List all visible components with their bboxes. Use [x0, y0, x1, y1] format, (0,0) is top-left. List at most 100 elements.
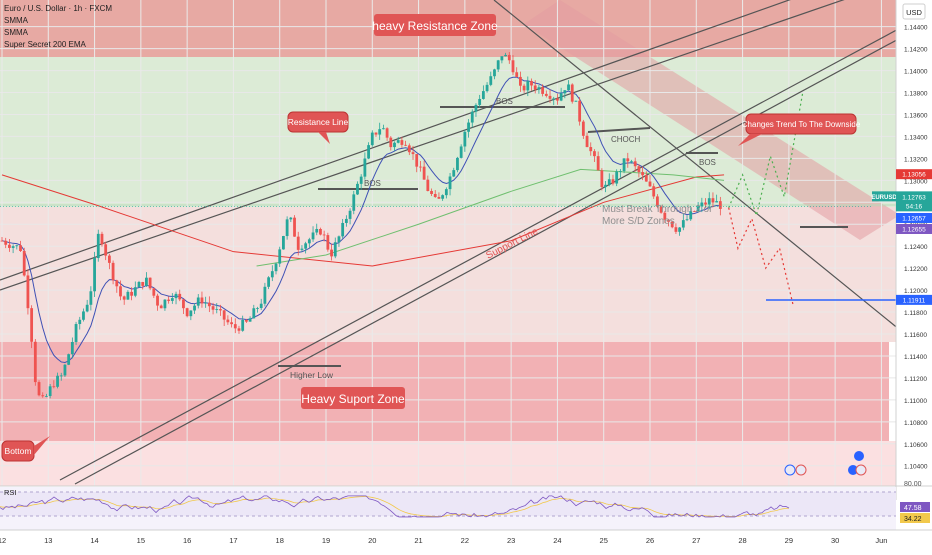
candle-body — [33, 341, 37, 383]
candle-body — [556, 98, 559, 101]
candle-body — [0, 240, 4, 242]
candle-body — [718, 201, 722, 209]
candle-body — [648, 181, 652, 187]
trend-change-text: Changes Trend To The Downside — [742, 120, 861, 129]
candle-body — [411, 152, 415, 155]
time-tick: 18 — [276, 536, 284, 545]
rsi-ma-line — [0, 496, 790, 518]
projection-paths — [728, 92, 804, 307]
candle-body — [219, 309, 222, 311]
candle-body — [363, 158, 367, 177]
candle-body — [141, 282, 145, 286]
price-tick: 1.11600 — [904, 332, 927, 339]
candle-body — [626, 158, 630, 162]
bos-label-3: BOS — [699, 158, 716, 167]
price-axis[interactable] — [896, 0, 932, 550]
candle-body — [322, 234, 326, 236]
rsi-scale-80: 80.00 — [904, 481, 922, 488]
candle-body — [11, 246, 15, 248]
candle-body — [315, 228, 319, 233]
candle-body — [681, 220, 685, 228]
candle-body — [185, 308, 189, 317]
event-marker-1[interactable] — [854, 451, 864, 461]
candle-body — [326, 235, 330, 250]
candle-body — [182, 299, 185, 309]
rsi-value-tag — [900, 502, 930, 512]
time-axis[interactable]: 12 13 14 15 16 17 18 19 20 21 22 23 24 25 26 27 28 29 30 Ju… — [0, 536, 887, 545]
candle-body — [504, 54, 507, 57]
time-tick: 14 — [90, 536, 98, 545]
support-line-upper — [59, 11, 931, 481]
candle-body — [167, 299, 171, 301]
must-break-line-1: Must Break Through 2 or — [602, 204, 713, 215]
candle-body — [393, 142, 396, 148]
candle-body — [641, 172, 644, 176]
candle-body — [515, 72, 519, 77]
candle-body — [256, 308, 259, 309]
candle-body — [156, 295, 159, 306]
candle-body — [507, 54, 511, 61]
candle-body — [93, 258, 96, 292]
time-tick: 15 — [137, 536, 145, 545]
price-tick: 1.14000 — [904, 69, 928, 76]
candle-body — [333, 242, 337, 257]
candle-body — [367, 145, 370, 159]
candle-body — [278, 249, 282, 264]
resistance-zone-label-box — [374, 14, 496, 36]
candle-body — [59, 375, 63, 377]
candle-body — [215, 309, 219, 310]
us-flag-icon[interactable] — [795, 464, 807, 476]
smma-blue-line — [1, 76, 721, 363]
price-axis-ticks: 1.14400 1.14200 1.14000 1.13800 1.13600 1.134… — [904, 25, 928, 471]
candle-body — [585, 135, 589, 148]
us-flag-icon-2[interactable] — [855, 464, 867, 476]
candle-body — [348, 210, 352, 219]
currency-button[interactable] — [902, 3, 926, 20]
candle-body — [596, 156, 600, 171]
candle-body — [137, 282, 141, 288]
candle-body — [289, 217, 293, 220]
candle-body — [200, 297, 204, 304]
choch-line — [587, 127, 651, 133]
candle-body — [452, 170, 456, 177]
candle-body — [319, 228, 322, 235]
candle-body — [593, 151, 596, 157]
candle-body — [207, 302, 211, 307]
currency-label: USD — [906, 8, 922, 17]
support-level-price-tag: 1.11911 — [903, 297, 926, 304]
candle-body — [78, 319, 82, 325]
candle-body — [615, 171, 619, 184]
price-tick: 1.13000 — [904, 178, 928, 185]
candle-body — [37, 382, 41, 396]
candle-body — [237, 328, 241, 331]
candle-body — [241, 320, 245, 331]
event-marker-2[interactable] — [848, 465, 858, 475]
candle-body — [133, 287, 137, 296]
candle-body — [267, 277, 271, 287]
smma-green-line — [256, 168, 725, 267]
candle-body — [244, 320, 248, 322]
candle-body — [48, 386, 52, 397]
candle-body — [26, 275, 30, 309]
candle-body — [533, 85, 537, 90]
candle-body — [644, 175, 648, 182]
candle-body — [115, 280, 119, 287]
candle-body — [330, 249, 333, 257]
flash-event-icon[interactable] — [784, 464, 796, 476]
candle-body — [696, 206, 700, 212]
candle-body — [570, 84, 574, 102]
candle-body — [174, 293, 178, 299]
smma-a-price-tag: 1.12657 — [902, 215, 926, 222]
support-zone — [0, 342, 889, 441]
ema200-price-tag: 1.13056 — [902, 172, 926, 179]
candle-body — [485, 84, 489, 92]
time-tick: 22 — [461, 536, 469, 545]
time-tick: 19 — [322, 536, 330, 545]
event-markers[interactable] — [784, 451, 867, 476]
candle-body — [611, 179, 615, 184]
support-line-lower — [74, 21, 931, 485]
candle-body — [493, 69, 496, 77]
candle-body — [4, 240, 8, 245]
price-tick: 1.12000 — [904, 288, 928, 295]
